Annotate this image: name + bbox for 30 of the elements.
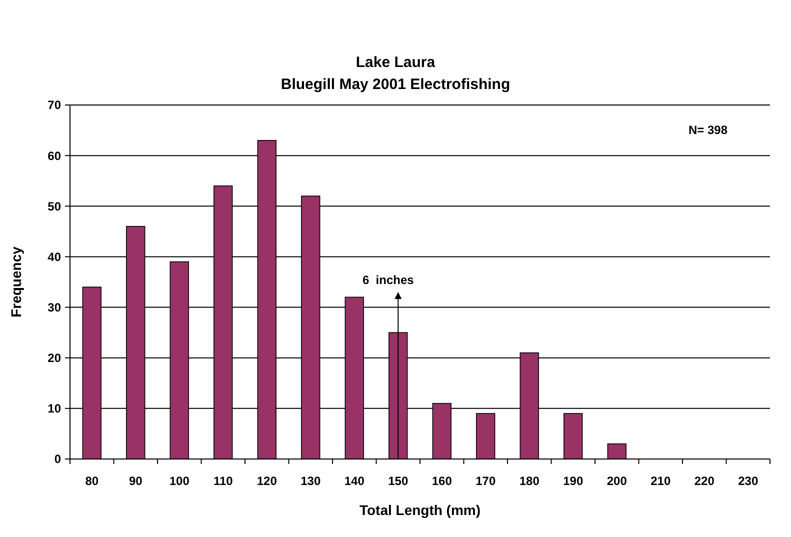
y-tick-label: 70	[48, 98, 62, 112]
y-tick-label: 20	[48, 351, 62, 366]
x-axis-title: Total Length (mm)	[359, 502, 481, 518]
x-tick-label: 190	[563, 474, 584, 488]
x-tick-label: 160	[432, 474, 452, 488]
x-tick-label: 90	[128, 474, 143, 488]
annotation: N= 398	[688, 123, 728, 137]
x-tick-label: 120	[256, 474, 278, 488]
y-tick-label: 60	[48, 148, 62, 163]
y-tick-label: 0	[54, 452, 62, 466]
x-tick-label: 140	[344, 474, 365, 488]
y-axis-title: Frequency	[8, 246, 24, 318]
y-tick-label: 50	[48, 199, 62, 214]
x-tick-label: 110	[213, 474, 234, 488]
x-tick-label: 80	[85, 474, 99, 488]
y-tick-label: 10	[48, 402, 62, 416]
x-tick-label: 180	[519, 474, 540, 488]
chart-title: Lake Laura	[356, 54, 436, 71]
y-tick-label: 40	[48, 250, 62, 264]
x-tick-label: 210	[650, 474, 671, 488]
ref-line-label: 6 inches	[362, 273, 414, 287]
x-tick-label: 200	[606, 474, 628, 488]
x-tick-label: 130	[300, 474, 321, 488]
x-tick-label: 220	[694, 474, 715, 488]
x-tick-label: 150	[388, 474, 408, 488]
x-tick-label: 100	[169, 474, 190, 488]
chart-subtitle: Bluegill May 2001 Electrofishing	[280, 76, 510, 93]
y-tick-label: 30	[48, 300, 62, 314]
x-tick-label: 170	[476, 474, 496, 488]
x-tick-label: 230	[738, 474, 758, 488]
